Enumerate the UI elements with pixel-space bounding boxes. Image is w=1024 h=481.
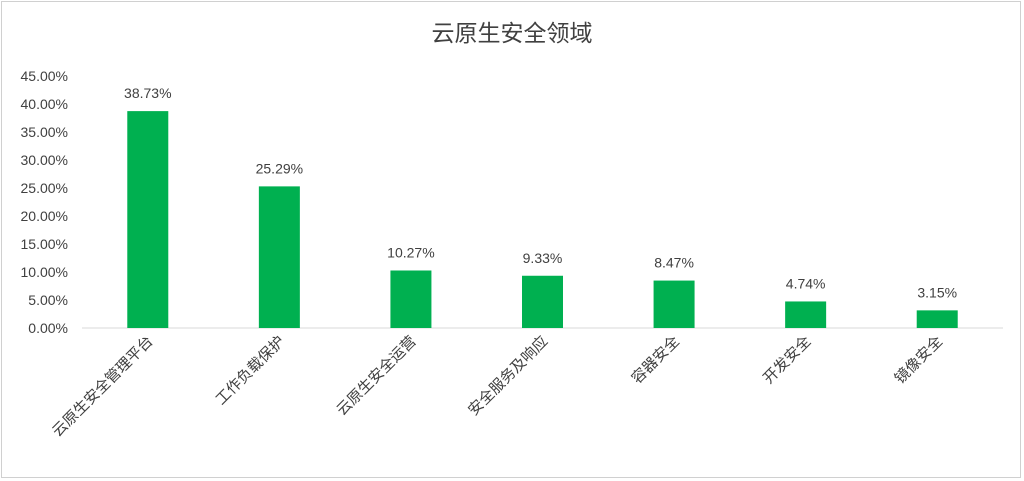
- category-label: 开发安全: [759, 332, 814, 387]
- data-label: 38.73%: [124, 85, 171, 101]
- bar: [258, 186, 300, 328]
- y-tick-label: 10.00%: [21, 264, 68, 280]
- bar: [522, 275, 563, 328]
- bar: [127, 111, 169, 328]
- chart-title: 云原生安全领域: [431, 21, 593, 47]
- bar: [916, 310, 958, 328]
- y-tick-label: 5.00%: [28, 292, 68, 308]
- category-label: 镜像安全: [891, 332, 946, 387]
- bar: [390, 270, 432, 328]
- category-label: 云原生安全管理平台: [48, 332, 156, 440]
- data-label: 3.15%: [917, 284, 957, 300]
- y-tick-label: 25.00%: [21, 180, 68, 196]
- y-tick-label: 15.00%: [21, 236, 68, 252]
- y-tick-label: 20.00%: [21, 208, 68, 224]
- data-label: 9.33%: [523, 250, 563, 266]
- category-label: 云原生安全运营: [333, 332, 420, 419]
- data-label: 25.29%: [256, 160, 303, 176]
- category-label: 容器安全: [628, 332, 683, 387]
- bar: [785, 301, 827, 328]
- category-label: 安全服务及响应: [464, 332, 551, 419]
- y-tick-label: 30.00%: [21, 152, 68, 168]
- category-label: 工作负载保护: [212, 332, 288, 408]
- bar: [653, 280, 695, 328]
- data-label: 4.74%: [786, 275, 826, 291]
- data-label: 10.27%: [387, 244, 434, 260]
- y-tick-label: 40.00%: [21, 96, 68, 112]
- y-tick-label: 45.00%: [21, 68, 68, 84]
- data-label: 8.47%: [654, 255, 694, 271]
- y-tick-label: 0.00%: [28, 320, 68, 336]
- y-tick-label: 35.00%: [21, 124, 68, 140]
